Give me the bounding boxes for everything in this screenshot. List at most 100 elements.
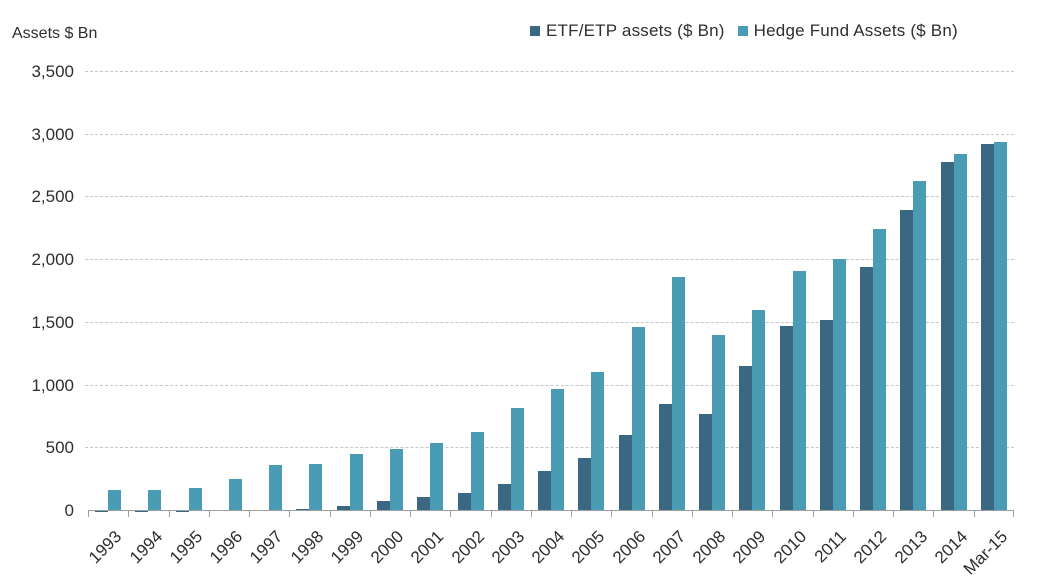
legend: ETF/ETP assets ($ Bn) Hedge Fund Assets … — [530, 21, 958, 41]
bar-group-2012 — [853, 72, 893, 511]
legend-item-etf: ETF/ETP assets ($ Bn) — [530, 21, 725, 41]
x-axis-tick — [732, 511, 733, 517]
bar-etf-2004 — [538, 471, 552, 511]
legend-swatch-hedge-fund-icon — [737, 26, 748, 36]
y-tick-label-1000: 1,000 — [31, 375, 74, 395]
x-axis-tick — [853, 511, 854, 517]
bar-group-2008 — [692, 72, 732, 511]
x-axis-labels: 1993 1994 1995 1996 1997 1998 1999 2000 2001 2002… — [85, 511, 1014, 584]
x-axis-tick — [611, 511, 612, 517]
bar-etf-2013 — [900, 210, 914, 511]
x-tick-label-2007: 2007 — [649, 527, 690, 568]
bar-hedge-fund-2005 — [591, 372, 605, 511]
bar-hedge-fund-2011 — [832, 259, 846, 511]
x-tick-label-2006: 2006 — [608, 527, 649, 568]
bar-group-2003 — [491, 72, 531, 511]
bar-group-2009 — [732, 72, 772, 511]
x-axis-tick — [289, 511, 290, 517]
x-tick-label-1996: 1996 — [206, 527, 247, 568]
bar-hedge-fund-2007 — [671, 276, 685, 511]
gridline-2500 — [85, 196, 1014, 198]
bar-group-2001 — [410, 72, 450, 511]
bar-group-2000 — [370, 72, 410, 511]
x-tick-label-mar-15: Mar-15 — [959, 527, 1012, 579]
bar-hedge-fund-2008 — [712, 334, 726, 511]
bar-etf-2001 — [417, 497, 431, 511]
x-axis-tick — [531, 511, 532, 517]
x-axis-tick — [491, 511, 492, 517]
bar-etf-2014 — [940, 161, 954, 511]
bar-groups — [88, 72, 1014, 511]
bar-etf-2010 — [779, 325, 793, 511]
bar-etf-mar-15 — [980, 144, 994, 511]
bar-etf-2012 — [860, 266, 874, 511]
x-axis-tick — [933, 511, 934, 517]
x-axis-tick — [88, 511, 89, 517]
bar-hedge-fund-1993 — [108, 489, 122, 511]
y-axis-title: Assets $ Bn — [12, 25, 98, 42]
bar-hedge-fund-1995 — [188, 487, 202, 511]
bar-hedge-fund-2006 — [631, 327, 645, 511]
gridline-3500 — [85, 71, 1014, 72]
bar-etf-2007 — [658, 404, 672, 511]
x-axis-tick — [692, 511, 693, 517]
bar-hedge-fund-1994 — [148, 490, 162, 511]
bar-etf-1998 — [296, 508, 310, 511]
y-tick-label-2500: 2,500 — [31, 187, 74, 207]
bar-etf-2009 — [739, 366, 753, 511]
bar-hedge-fund-1997 — [269, 464, 283, 511]
x-tick-label-2012: 2012 — [850, 527, 891, 568]
x-tick-label-1997: 1997 — [246, 527, 287, 568]
bar-group-2005 — [571, 72, 611, 511]
x-tick-label-2008: 2008 — [689, 527, 730, 568]
x-axis-tick — [1013, 511, 1014, 517]
plot-area — [85, 71, 1014, 517]
grid-layer — [85, 71, 1014, 511]
bar-hedge-fund-1999 — [349, 453, 363, 511]
bar-hedge-fund-2009 — [752, 310, 766, 511]
x-tick-label-2013: 2013 — [890, 527, 931, 568]
x-tick-label-1994: 1994 — [125, 527, 166, 568]
bar-hedge-fund-2012 — [873, 228, 887, 511]
x-tick-label-2009: 2009 — [729, 527, 770, 568]
y-tick-label-500: 500 — [45, 438, 74, 458]
x-axis-tick — [813, 511, 814, 517]
bar-group-2004 — [531, 72, 571, 511]
bar-group-2013 — [893, 72, 933, 511]
bar-etf-2003 — [497, 483, 511, 511]
x-axis-tick — [974, 511, 975, 517]
bar-etf-1999 — [336, 505, 350, 511]
x-axis-ticks — [88, 72, 1014, 517]
x-axis-tick — [410, 511, 411, 517]
y-tick-label-2000: 2,000 — [31, 250, 74, 270]
x-tick-label-2010: 2010 — [769, 527, 811, 568]
bar-hedge-fund-2002 — [470, 432, 484, 511]
legend-item-hedge-fund: Hedge Fund Assets ($ Bn) — [737, 21, 958, 41]
bar-group-mar-15 — [974, 72, 1014, 511]
bar-hedge-fund-2004 — [551, 388, 565, 511]
x-axis-tick — [330, 511, 331, 517]
gridline-3000 — [85, 133, 1014, 135]
x-tick-label-2011: 2011 — [810, 527, 851, 567]
x-axis-tick — [370, 511, 371, 517]
bar-group-2006 — [611, 72, 651, 511]
bar-etf-2000 — [376, 501, 390, 511]
x-tick-label-1995: 1995 — [165, 527, 207, 568]
bar-hedge-fund-mar-15 — [993, 142, 1007, 511]
x-axis-tick — [571, 511, 572, 517]
x-axis-tick — [169, 511, 170, 517]
x-axis-tick — [128, 511, 129, 517]
bar-etf-2011 — [819, 319, 833, 511]
bar-etf-2005 — [578, 457, 592, 511]
y-axis-labels: 0 500 1,000 1,500 2,000 2,500 3,000 3,500 — [0, 63, 74, 520]
bar-hedge-fund-2013 — [913, 181, 927, 511]
bar-hedge-fund-2000 — [389, 449, 403, 511]
bar-etf-2008 — [699, 413, 713, 511]
bar-etf-2002 — [457, 492, 471, 511]
x-tick-label-1998: 1998 — [286, 527, 327, 568]
bar-hedge-fund-2003 — [510, 408, 524, 511]
y-tick-label-1500: 1,500 — [31, 312, 74, 332]
legend-label-hedge-fund: Hedge Fund Assets ($ Bn) — [753, 21, 958, 40]
x-tick-label-2002: 2002 — [447, 527, 488, 568]
bar-group-1998 — [289, 72, 329, 511]
